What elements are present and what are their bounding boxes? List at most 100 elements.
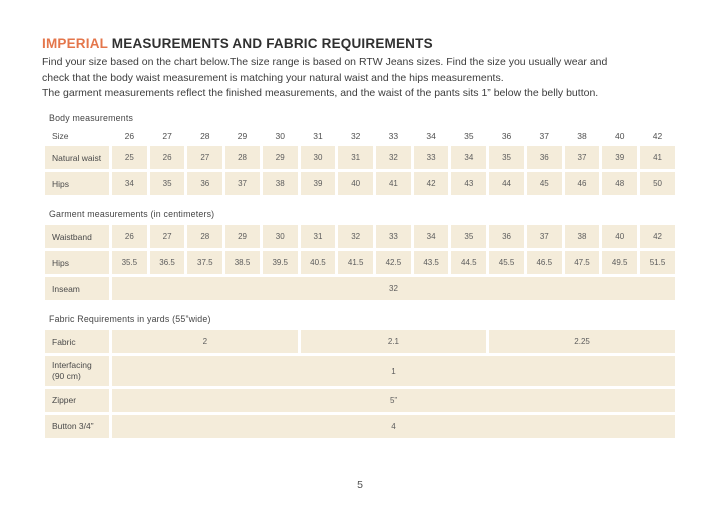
value-cell: 32	[350, 131, 361, 142]
table-row: Zipper 5”	[45, 388, 675, 412]
value-cell: 31	[300, 225, 336, 249]
value-cell: 32	[376, 146, 411, 170]
value-cell: 47.5	[564, 251, 600, 275]
value-cell: 28	[225, 146, 260, 170]
value-cell: 38	[262, 172, 298, 196]
value-cell: 30	[275, 131, 285, 142]
value-cell: 42.5	[376, 251, 411, 275]
value-cell: 32	[112, 277, 675, 301]
value-cell: 44	[489, 172, 524, 196]
value-cell: 37	[564, 146, 600, 170]
value-cell: 26	[149, 146, 185, 170]
value-cell: 33	[413, 146, 449, 170]
value-cell: 41	[376, 172, 411, 196]
value-cell: 36	[526, 146, 562, 170]
section-label-garment: Garment measurements (in centimeters)	[49, 209, 215, 220]
value-cell: 25	[112, 146, 147, 170]
value-cell: 40	[614, 131, 625, 142]
value-cell: 26	[124, 131, 135, 142]
page-title: IMPERIAL MEASUREMENTS AND FABRIC REQUIRE…	[42, 36, 678, 51]
value-cell: 31	[313, 131, 323, 142]
table-row: Waistband 26 27 28 29 30 31 32 33 34 35 36 37 38 40 42	[45, 225, 675, 249]
table-row: Size 26 27 28 29 30 31 32 33 34 35 36 37 38 40 42	[45, 129, 675, 144]
value-cell: 37.5	[187, 251, 223, 275]
value-cell: 42	[640, 225, 675, 249]
value-cell: 27	[162, 131, 172, 142]
value-cell: 45.5	[489, 251, 524, 275]
value-cell: 28	[200, 131, 210, 142]
table-row: Hips 34 35 36 37 38 39 40 41 42 43 44 45 46 48 50	[45, 172, 675, 196]
value-cell: 38	[564, 225, 600, 249]
value-cell: 34	[413, 225, 449, 249]
row-label: Natural waist	[45, 146, 109, 170]
value-cell: 2.25	[489, 330, 675, 354]
body-measurements-table: Size 26 27 28 29 30 31 32 33 34 35 36 37 38 40 42 Natura…	[42, 126, 678, 199]
value-cell: 27	[187, 146, 223, 170]
value-cell: 40.5	[300, 251, 336, 275]
row-label: Size	[52, 130, 69, 141]
value-cell: 1	[112, 356, 675, 386]
row-label: Hips	[45, 251, 109, 275]
value-cell: 37	[526, 225, 562, 249]
table-row: Button 3/4” 4	[45, 414, 675, 438]
section-label-body: Body measurements	[49, 112, 134, 123]
value-cell: 39.5	[262, 251, 298, 275]
value-cell: 36.5	[149, 251, 185, 275]
value-cell: 33	[376, 225, 411, 249]
table-row: Inseam 32	[45, 277, 675, 301]
value-cell: 39	[602, 146, 638, 170]
value-cell: 29	[262, 146, 298, 170]
value-cell: 33	[388, 131, 399, 142]
value-cell: 46	[564, 172, 600, 196]
value-cell: 37	[225, 172, 260, 196]
value-cell: 36	[489, 225, 524, 249]
value-cell: 30	[300, 146, 336, 170]
value-cell: 36	[187, 172, 223, 196]
value-cell: 42	[652, 131, 663, 142]
value-cell: 30	[262, 225, 298, 249]
row-label: Interfacing (90 cm)	[45, 356, 109, 386]
value-cell: 34	[426, 131, 436, 142]
value-cell: 29	[225, 225, 260, 249]
value-cell: 26	[112, 225, 147, 249]
value-cell: 5”	[112, 388, 675, 412]
title-rest: MEASUREMENTS AND FABRIC REQUIREMENTS	[107, 36, 433, 51]
garment-measurements-table: Waistband 26 27 28 29 30 31 32 33 34 35 36 37 38 40 42 H…	[42, 222, 678, 303]
value-cell: 39	[300, 172, 336, 196]
value-cell: 31	[338, 146, 374, 170]
value-cell: 49.5	[602, 251, 638, 275]
value-cell: 51.5	[640, 251, 675, 275]
title-imperial: IMPERIAL	[42, 36, 108, 51]
value-cell: 35	[464, 131, 474, 142]
value-cell: 48	[602, 172, 638, 196]
row-label: Inseam	[45, 277, 109, 301]
intro-line-1: Find your size based on the chart below.…	[42, 56, 608, 68]
value-cell: 38	[577, 131, 587, 142]
table-row: Interfacing (90 cm) 1	[45, 356, 675, 386]
value-cell: 44.5	[451, 251, 487, 275]
value-cell: 37	[539, 131, 549, 142]
value-cell: 43.5	[413, 251, 449, 275]
table-row: Hips 35.5 36.5 37.5 38.5 39.5 40.5 41.5 42.5 43.5…	[45, 251, 675, 275]
value-cell: 28	[187, 225, 223, 249]
page-number: 5	[357, 479, 363, 491]
value-cell: 27	[149, 225, 185, 249]
value-cell: 41.5	[338, 251, 374, 275]
value-cell: 45	[526, 172, 562, 196]
value-cell: 50	[640, 172, 675, 196]
value-cell: 4	[112, 414, 675, 438]
row-label: Fabric	[45, 330, 109, 354]
value-cell: 46.5	[526, 251, 562, 275]
value-cell: 41	[640, 146, 675, 170]
intro-line-2: check that the body waist measurement is…	[42, 71, 504, 84]
value-cell: 35.5	[112, 251, 147, 275]
value-cell: 35	[489, 146, 524, 170]
row-label: Hips	[45, 172, 109, 196]
value-cell: 43	[451, 172, 487, 196]
section-label-fabric: Fabric Requirements in yards (55”wide)	[49, 314, 211, 325]
value-cell: 40	[602, 225, 638, 249]
value-cell: 32	[338, 225, 374, 249]
value-cell: 36	[501, 131, 512, 142]
value-cell: 29	[237, 131, 248, 142]
intro-line-3: The garment measurements reflect the fin…	[42, 87, 599, 100]
